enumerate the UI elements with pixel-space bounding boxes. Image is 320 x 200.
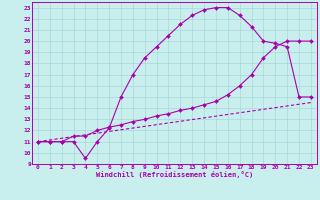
X-axis label: Windchill (Refroidissement éolien,°C): Windchill (Refroidissement éolien,°C) — [96, 171, 253, 178]
